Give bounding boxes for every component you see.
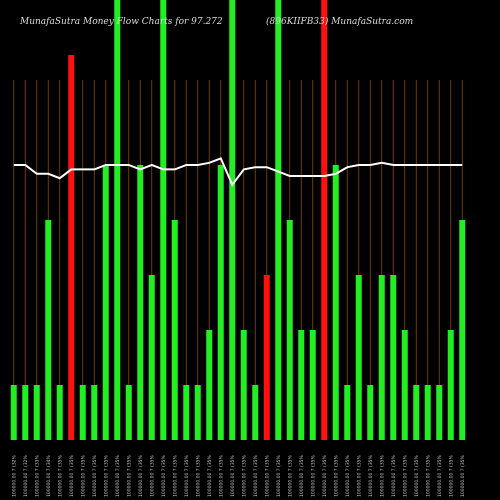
bar — [390, 275, 397, 440]
x-tick-label: 100000.00 7 (35% — [172, 454, 178, 497]
x-tick-label: 100000.00 7 (35% — [414, 454, 420, 497]
bar — [79, 385, 86, 440]
x-tick-label: 100000.00 7 (35% — [368, 454, 374, 497]
bar — [10, 385, 17, 440]
bar — [91, 385, 98, 440]
x-tick-label: 100000.00 7 (35% — [379, 454, 385, 497]
x-tick-label: 100000.00 7 (35% — [92, 454, 98, 497]
bar — [413, 385, 420, 440]
x-tick-labels: 100000.00 7 (32% 100000.00 7 (32% 100000.0… — [11, 454, 466, 497]
bar — [45, 220, 52, 440]
x-tick-label: 100000.00 7 (35% — [207, 454, 213, 497]
bar — [194, 385, 201, 440]
x-tick-label: 100000.00 7 (33% — [34, 454, 40, 497]
x-tick-label: 100000.00 7 (35% — [230, 454, 236, 497]
x-tick-label: 100000.00 7 (35% — [69, 454, 75, 497]
bar — [459, 220, 466, 440]
x-tick-label: 100000.00 7 (32% — [23, 454, 29, 497]
bar — [321, 0, 328, 440]
bar — [252, 385, 259, 440]
bar — [378, 275, 385, 440]
x-tick-label: 100000.00 7 (35% — [287, 454, 293, 497]
x-tick-label: 100000.00 7 (32% — [11, 454, 17, 497]
bar — [160, 0, 167, 440]
x-tick-label: 100000.00 7 (35% — [345, 454, 351, 497]
bar — [298, 330, 305, 440]
x-tick-label: 100000.00 7 (35% — [276, 454, 282, 497]
bar — [367, 385, 374, 440]
x-tick-label: 100000.00 7 (34% — [46, 454, 52, 497]
bar — [22, 385, 29, 440]
x-tick-label: 100000.00 7 (35% — [57, 454, 63, 497]
x-tick-label: 100000.00 7 (35% — [310, 454, 316, 497]
x-tick-label: 100000.00 7 (35% — [80, 454, 86, 497]
x-tick-label: 100000.00 7 (35% — [322, 454, 328, 497]
bar — [33, 385, 40, 440]
bar — [183, 385, 190, 440]
x-tick-label: 100000.00 7 (35% — [184, 454, 190, 497]
bar — [217, 165, 224, 440]
bar-series — [10, 0, 466, 440]
x-tick-label: 100000.00 7 (35% — [138, 454, 144, 497]
money-flow-line — [13, 157, 463, 187]
bar — [344, 385, 351, 440]
bar — [355, 275, 362, 440]
x-tick-label: 100000.00 7 (35% — [437, 454, 443, 497]
x-tick-label: 100000.00 7 (35% — [448, 454, 454, 497]
bar — [171, 220, 178, 440]
x-tick-label: 100000.00 7 (35% — [391, 454, 397, 497]
x-tick-label: 100000.00 7 (35% — [402, 454, 408, 497]
x-tick-label: 100000.00 7 (35% — [460, 454, 466, 497]
x-tick-label: 100000.00 7 (35% — [126, 454, 132, 497]
bar — [424, 385, 431, 440]
bar — [309, 330, 316, 440]
bar — [436, 385, 443, 440]
x-tick-label: 100000.00 7 (35% — [195, 454, 201, 497]
bar — [114, 0, 121, 440]
x-tick-label: 100000.00 7 (35% — [161, 454, 167, 497]
x-tick-label: 100000.00 7 (35% — [149, 454, 155, 497]
bar — [102, 165, 109, 440]
bar — [263, 275, 270, 440]
chart-title-right: (896KIIFB33) MunafaSutra.com — [266, 16, 413, 27]
bar — [206, 330, 213, 440]
x-tick-label: 100000.00 7 (35% — [218, 454, 224, 497]
chart-title-left: MunafaSutra Money Flow Charts for 97.272 — [19, 17, 223, 27]
x-tick-label: 100000.00 7 (35% — [115, 454, 121, 497]
bar — [148, 275, 155, 440]
bar — [56, 385, 63, 440]
bar — [286, 220, 293, 440]
x-tick-label: 100000.00 7 (35% — [356, 454, 362, 497]
x-tick-label: 100000.00 7 (35% — [264, 454, 270, 497]
x-tick-label: 100000.00 7 (35% — [103, 454, 109, 497]
x-tick-label: 100000.00 7 (35% — [425, 454, 431, 497]
bar — [275, 0, 282, 440]
bar — [447, 330, 454, 440]
x-tick-label: 100000.00 7 (35% — [333, 454, 339, 497]
bar — [229, 0, 236, 440]
x-tick-label: 100000.00 7 (35% — [241, 454, 247, 497]
bar — [68, 55, 75, 440]
bar — [125, 385, 132, 440]
bar — [401, 330, 408, 440]
bar — [137, 165, 144, 440]
bar — [240, 330, 247, 440]
x-tick-label: 100000.00 7 (35% — [253, 454, 259, 497]
x-tick-label: 100000.00 7 (35% — [299, 454, 305, 497]
bar — [332, 165, 339, 440]
